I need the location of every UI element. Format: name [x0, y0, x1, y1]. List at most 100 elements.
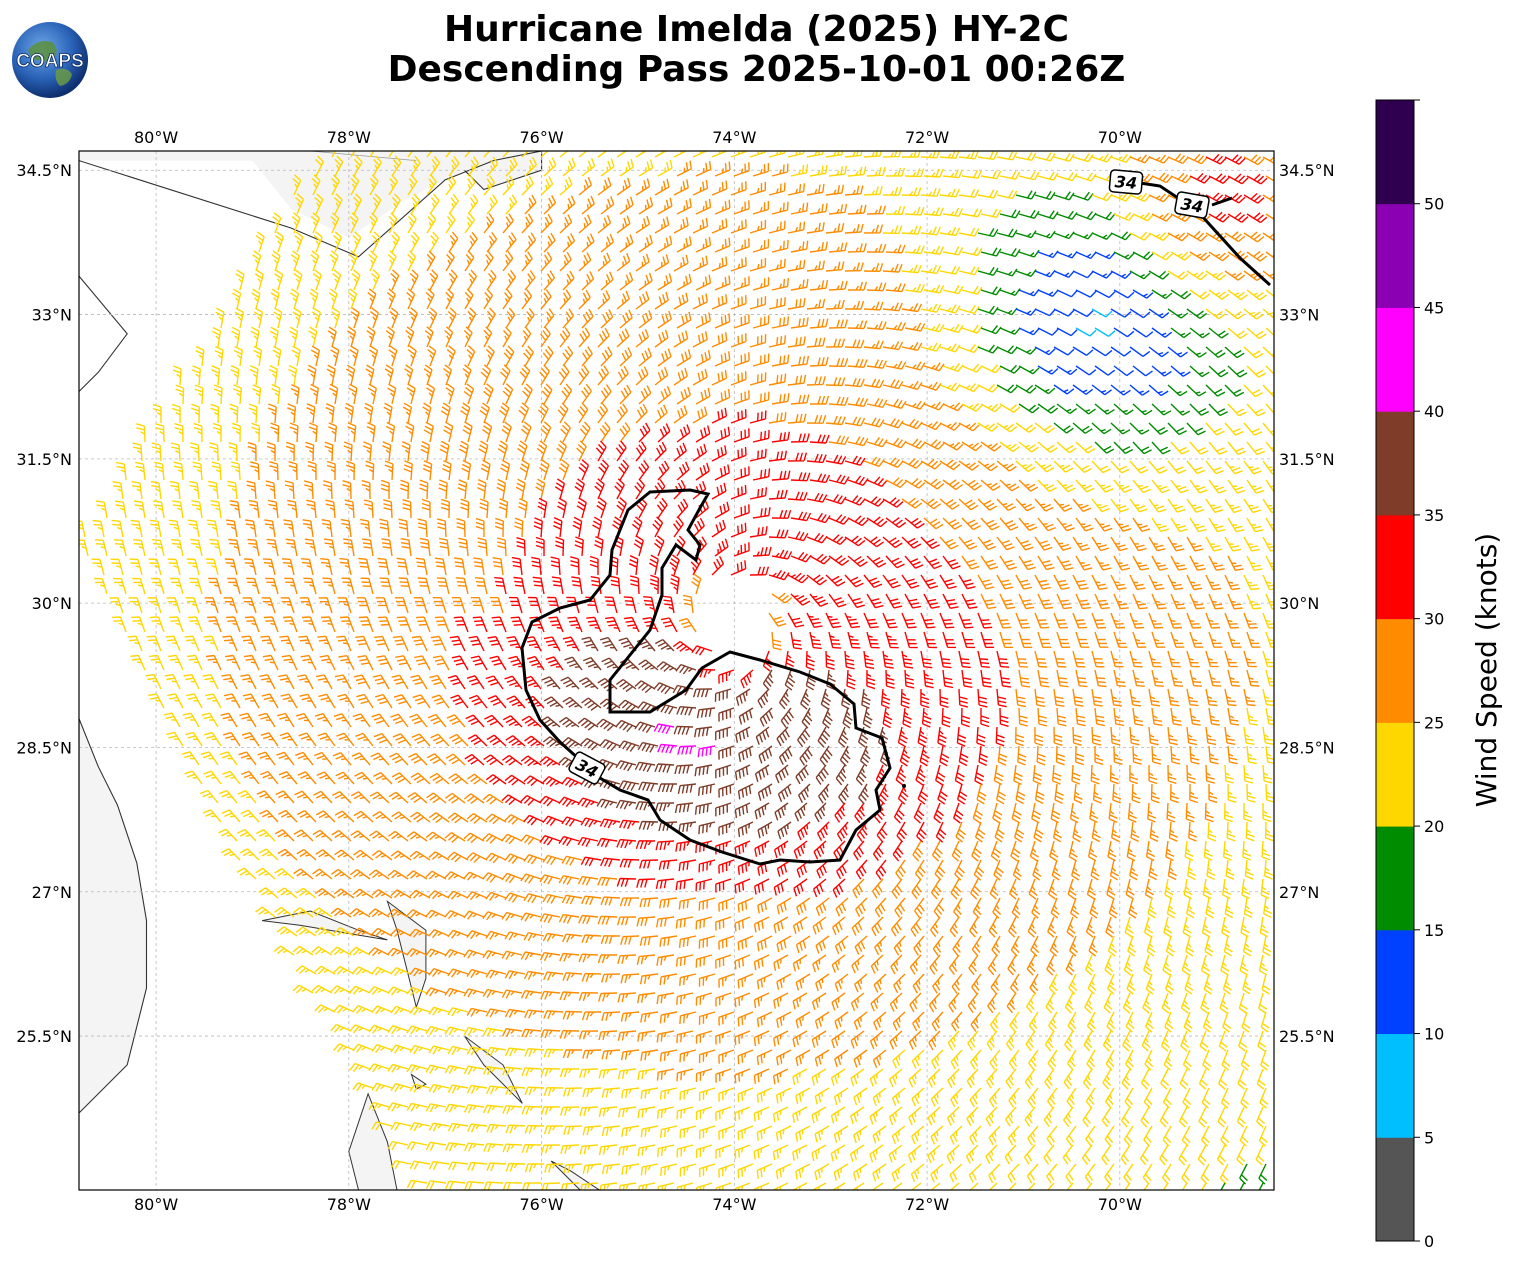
wind-barb	[1170, 365, 1191, 377]
wind-barb	[863, 456, 885, 467]
wind-barb	[844, 262, 864, 272]
wind-barb	[581, 934, 602, 944]
wind-barb	[580, 856, 602, 867]
wind-barb	[184, 635, 200, 652]
wind-barb	[853, 1087, 868, 1106]
wind-barb	[1227, 593, 1243, 610]
wind-barb	[600, 346, 613, 367]
wind-barb	[396, 616, 412, 633]
wind-barb	[557, 402, 569, 424]
wind-barb	[904, 517, 925, 529]
wind-barb	[1236, 1144, 1246, 1166]
wind-barb	[806, 222, 825, 234]
wind-barb	[333, 1043, 355, 1053]
wind-barb	[577, 402, 589, 424]
wind-barb	[1205, 384, 1226, 397]
wind-barb	[468, 694, 488, 709]
wind-barb	[409, 1044, 431, 1055]
wind-barb	[971, 935, 982, 957]
wind-barb	[852, 878, 865, 899]
wind-barb	[1066, 916, 1076, 938]
wind-barb	[616, 151, 628, 158]
wind-barb	[1075, 441, 1096, 454]
wind-barb	[1262, 764, 1273, 784]
wind-barb	[923, 284, 945, 294]
lon-tick-label-top: 70°W	[1098, 128, 1142, 147]
wind-barb	[374, 635, 390, 652]
wind-barb	[695, 1030, 713, 1044]
wind-barb	[183, 674, 200, 690]
wind-barb	[735, 726, 751, 743]
wind-barb	[467, 1161, 488, 1171]
wind-barb	[325, 403, 335, 424]
wind-barb	[231, 326, 241, 348]
wind-barb	[1262, 156, 1274, 164]
wind-barb	[518, 497, 528, 519]
wind-barb	[737, 783, 754, 800]
wind-barb	[1140, 1106, 1150, 1128]
wind-barb	[388, 174, 398, 196]
wind-barb	[236, 867, 257, 880]
wind-barb	[466, 1046, 488, 1056]
wind-barb	[505, 1124, 526, 1134]
wind-barb	[635, 840, 656, 850]
wind-barb	[619, 858, 640, 868]
wind-barb	[752, 239, 770, 253]
wind-barb	[806, 260, 825, 272]
wind-barb	[890, 954, 903, 975]
wind-barb	[109, 597, 124, 614]
wind-barb	[543, 195, 557, 215]
wind-barb	[578, 677, 599, 690]
wind-barb	[793, 878, 808, 897]
wind-barb	[951, 973, 963, 994]
wind-barb	[899, 745, 911, 767]
wind-barb	[578, 953, 599, 963]
wind-barb	[912, 1011, 925, 1032]
wind-barb	[977, 383, 999, 393]
wind-barb	[333, 1004, 355, 1014]
wind-barb	[961, 593, 978, 609]
wind-barb	[996, 536, 1015, 551]
wind-barb	[638, 159, 654, 177]
wind-barb	[1007, 1163, 1020, 1184]
wind-barb	[885, 321, 907, 331]
wind-barb	[585, 596, 599, 614]
wind-barb	[467, 269, 478, 291]
wind-barb	[853, 1011, 868, 1030]
wind-barb	[673, 442, 687, 462]
wind-barb	[1239, 1182, 1245, 1190]
wind-barb	[1122, 1030, 1132, 1052]
wind-barb	[434, 616, 450, 633]
wind-barb	[901, 497, 923, 509]
lon-tick-label-bottom: 78°W	[327, 1195, 371, 1214]
wind-barb	[425, 909, 447, 919]
wind-barb	[188, 480, 200, 500]
wind-barb	[1243, 498, 1261, 514]
wind-barb	[639, 859, 659, 869]
wind-barb	[406, 870, 428, 880]
wind-barb	[768, 570, 790, 581]
wind-barb	[524, 307, 535, 329]
wind-barb	[556, 440, 568, 462]
wind-barb	[1246, 327, 1267, 340]
coaps-logo: COAPS	[12, 22, 88, 98]
wind-barb	[483, 1181, 504, 1190]
wind-barb	[380, 479, 390, 500]
wind-barb	[463, 326, 473, 348]
wind-barb	[1148, 346, 1170, 358]
wind-barb	[464, 212, 475, 234]
wind-barb	[996, 268, 1018, 277]
wind-barb	[1031, 897, 1041, 919]
wind-barb	[636, 497, 648, 519]
wind-barb	[927, 1144, 941, 1164]
wind-barb	[558, 875, 580, 886]
wind-barb	[1265, 517, 1274, 533]
lon-tick-label-top: 78°W	[327, 128, 371, 147]
wind-barb	[776, 935, 792, 953]
wind-barb	[314, 1004, 336, 1014]
wind-barb	[466, 891, 488, 901]
wind-barb	[1164, 878, 1174, 900]
wind-barb	[682, 594, 694, 614]
wind-barb	[966, 1068, 979, 1089]
wind-barb	[342, 480, 352, 500]
